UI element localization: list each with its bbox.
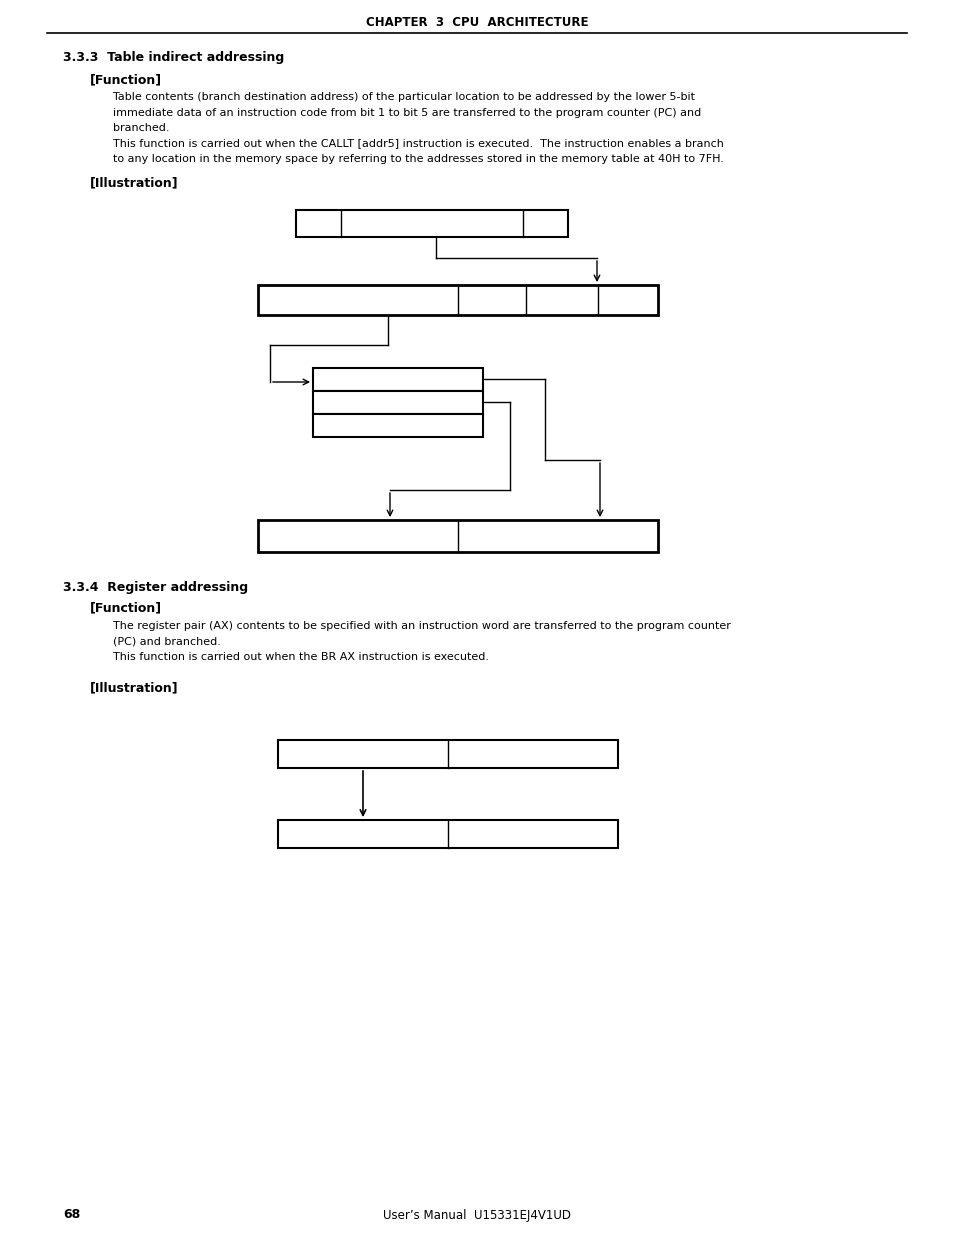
Text: Table contents (branch destination address) of the particular location to be add: Table contents (branch destination addre… bbox=[112, 91, 695, 103]
Text: The register pair (AX) contents to be specified with an instruction word are tra: The register pair (AX) contents to be sp… bbox=[112, 621, 730, 631]
Text: [Function]: [Function] bbox=[90, 74, 162, 86]
Bar bbox=[313, 414, 482, 437]
Text: [Function]: [Function] bbox=[90, 601, 162, 615]
Text: 3.3.3  Table indirect addressing: 3.3.3 Table indirect addressing bbox=[63, 52, 284, 64]
Text: branched.: branched. bbox=[112, 124, 170, 133]
Text: immediate data of an instruction code from bit 1 to bit 5 are transferred to the: immediate data of an instruction code fr… bbox=[112, 107, 700, 117]
Bar bbox=[277, 820, 618, 848]
Text: This function is carried out when the BR AX instruction is executed.: This function is carried out when the BR… bbox=[112, 652, 489, 662]
Text: 3.3.4  Register addressing: 3.3.4 Register addressing bbox=[63, 582, 248, 594]
Bar bbox=[313, 391, 482, 414]
Bar bbox=[257, 285, 658, 315]
Text: [Illustration]: [Illustration] bbox=[90, 177, 178, 189]
Text: User’s Manual  U15331EJ4V1UD: User’s Manual U15331EJ4V1UD bbox=[382, 1209, 571, 1221]
Text: to any location in the memory space by referring to the addresses stored in the : to any location in the memory space by r… bbox=[112, 154, 723, 164]
Text: 68: 68 bbox=[63, 1209, 80, 1221]
Text: (PC) and branched.: (PC) and branched. bbox=[112, 636, 221, 646]
Bar bbox=[295, 210, 567, 237]
Bar bbox=[277, 740, 618, 768]
Bar bbox=[257, 520, 658, 552]
Text: [Illustration]: [Illustration] bbox=[90, 682, 178, 694]
Text: This function is carried out when the CALLT [addr5] instruction is executed.  Th: This function is carried out when the CA… bbox=[112, 138, 723, 148]
Text: CHAPTER  3  CPU  ARCHITECTURE: CHAPTER 3 CPU ARCHITECTURE bbox=[365, 16, 588, 28]
Bar bbox=[313, 368, 482, 391]
